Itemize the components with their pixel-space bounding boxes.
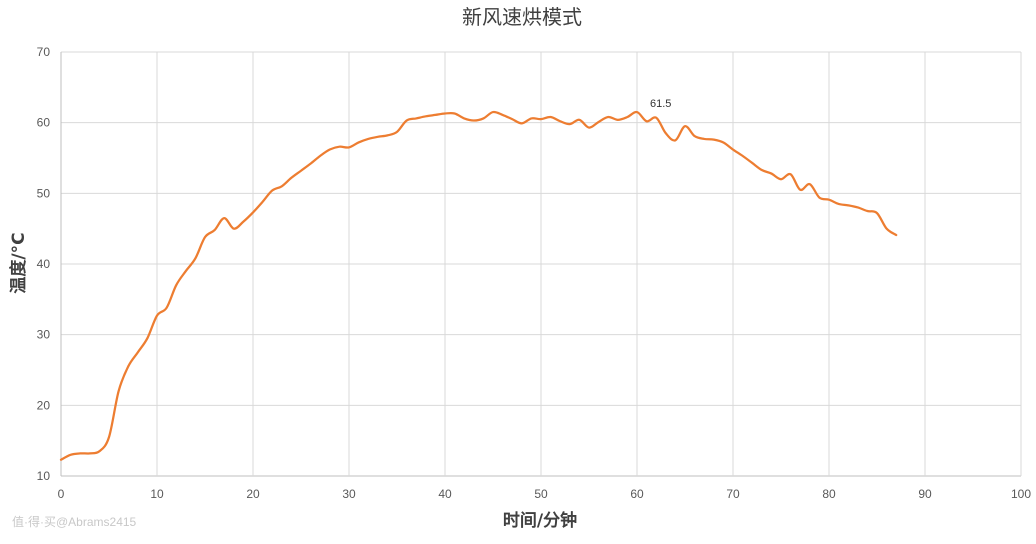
x-tick-label: 20 [246, 487, 260, 501]
x-tick-label: 10 [150, 487, 164, 501]
x-axis-title: 时间/分钟 [503, 510, 577, 531]
y-tick-label: 20 [37, 398, 51, 412]
series-layer [59, 110, 898, 461]
x-tick-label: 50 [534, 487, 548, 501]
annotation-layer: 61.5 [650, 98, 671, 110]
data-label-peak: 61.5 [650, 98, 671, 110]
y-tick-label: 70 [37, 45, 51, 59]
x-tick-label: 30 [342, 487, 356, 501]
x-tick-label: 40 [438, 487, 452, 501]
y-tick-label: 50 [37, 186, 51, 200]
x-tick-label: 70 [726, 487, 740, 501]
chart-title: 新风速烘模式 [462, 5, 582, 29]
x-tick-label: 80 [822, 487, 836, 501]
x-gridlines [60, 52, 1022, 476]
y-axis-title: 温度/°C [8, 232, 29, 293]
y-tick-label: 30 [37, 328, 51, 342]
y-tick-label: 10 [37, 469, 51, 483]
y-tick-labels: 10 20 30 40 50 60 70 [37, 45, 51, 483]
y-tick-label: 60 [37, 116, 51, 130]
watermark-text: 值·得·买@Abrams2415 [12, 514, 137, 529]
temperature-series-line [59, 110, 898, 461]
x-tick-label: 100 [1011, 487, 1031, 501]
x-tick-labels: 0 10 20 30 40 50 60 70 80 90 100 [58, 487, 1032, 501]
y-tick-label: 40 [37, 257, 51, 271]
x-tick-label: 0 [58, 487, 65, 501]
x-tick-label: 90 [918, 487, 932, 501]
x-tick-label: 60 [630, 487, 644, 501]
